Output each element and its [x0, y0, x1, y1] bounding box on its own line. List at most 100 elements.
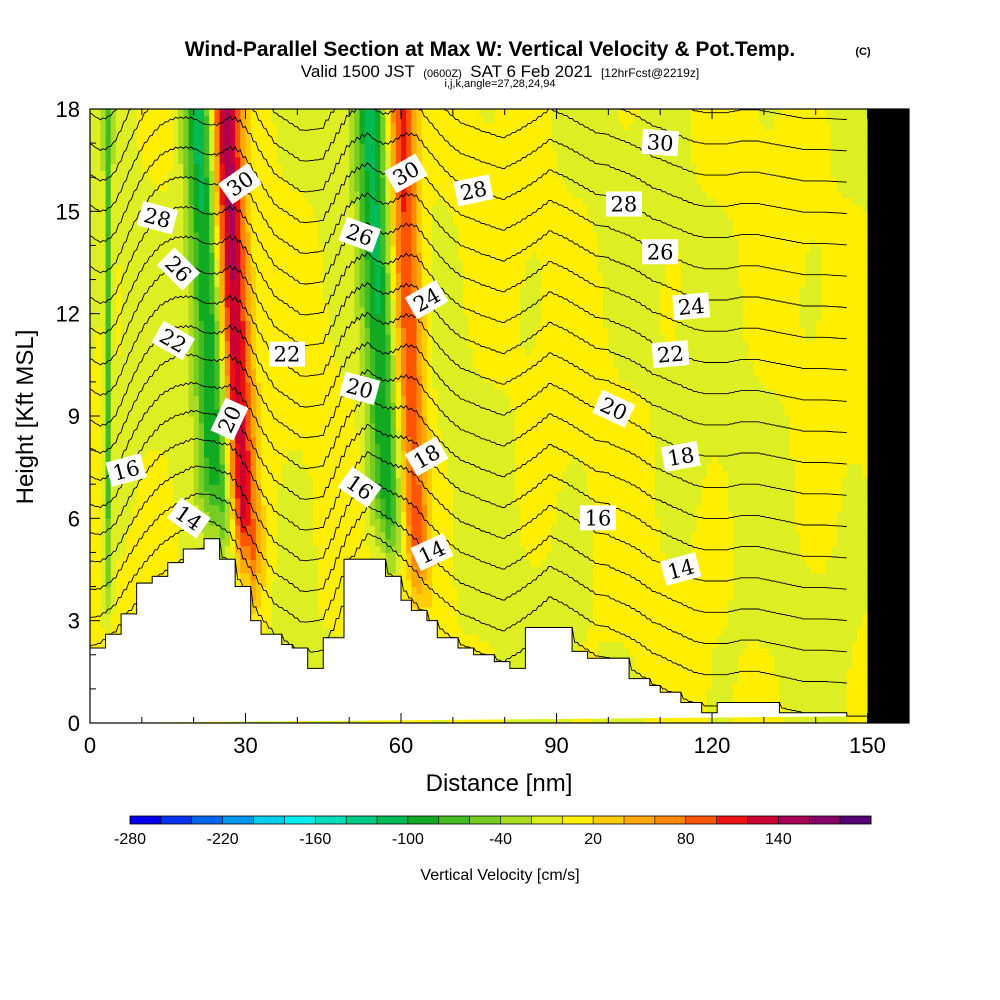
velocity-cell	[121, 552, 179, 560]
velocity-cell	[867, 716, 909, 723]
velocity-cell	[820, 300, 869, 308]
velocity-cell	[255, 313, 330, 322]
velocity-cell	[401, 470, 407, 478]
velocity-cell	[354, 143, 361, 151]
velocity-cell	[250, 279, 257, 287]
velocity-cell	[416, 402, 423, 410]
velocity-cell	[385, 190, 392, 199]
velocity-cell	[592, 552, 666, 560]
velocity-cell	[867, 129, 909, 137]
velocity-cell	[385, 375, 392, 383]
velocity-cell	[105, 470, 112, 478]
contour-label-box	[151, 320, 196, 361]
velocity-cell	[110, 306, 117, 315]
velocity-cell	[401, 340, 407, 349]
velocity-cell	[235, 504, 241, 513]
velocity-cell	[458, 600, 594, 608]
velocity-cell	[188, 347, 195, 356]
velocity-cell	[105, 497, 112, 506]
velocity-cell	[364, 518, 371, 526]
velocity-cell	[105, 579, 112, 588]
velocity-cell	[209, 518, 226, 526]
velocity-cell	[732, 545, 801, 554]
velocity-cell	[359, 272, 366, 281]
velocity-cell	[426, 375, 433, 383]
velocity-cell	[193, 293, 200, 301]
velocity-cell	[385, 286, 392, 294]
velocity-cell	[395, 422, 402, 431]
velocity-cell	[442, 450, 516, 458]
velocity-cell	[831, 149, 869, 158]
velocity-cell	[452, 572, 594, 581]
velocity-cell	[250, 340, 257, 349]
velocity-cell	[224, 375, 231, 383]
velocity-cell	[271, 613, 324, 622]
velocity-cell	[722, 204, 863, 212]
velocity-cell	[867, 286, 909, 294]
velocity-cell	[224, 231, 231, 240]
velocity-cell	[229, 395, 236, 403]
velocity-cell	[90, 409, 101, 417]
velocity-cell	[416, 395, 423, 403]
velocity-cell	[836, 511, 869, 519]
velocity-cell	[815, 320, 869, 328]
velocity-cell	[691, 538, 734, 547]
isentrope-line	[90, 264, 847, 402]
velocity-cell	[105, 334, 112, 342]
velocity-cell	[318, 224, 355, 233]
velocity-cell	[219, 450, 226, 458]
velocity-cell	[105, 347, 112, 356]
velocity-cell	[354, 136, 361, 144]
velocity-cell	[841, 477, 869, 485]
velocity-cell	[390, 545, 402, 554]
isentrope-line	[90, 109, 847, 183]
velocity-cell	[385, 327, 392, 335]
velocity-cell	[369, 286, 376, 294]
velocity-cell	[110, 531, 127, 540]
velocity-cell	[250, 586, 257, 594]
velocity-cell	[224, 306, 231, 315]
velocity-cell	[240, 327, 247, 335]
velocity-cell	[105, 450, 112, 458]
velocity-cell	[432, 381, 495, 390]
velocity-cell	[380, 470, 392, 478]
velocity-cell	[432, 566, 454, 574]
velocity-cell	[250, 361, 257, 369]
velocity-cell	[395, 416, 402, 424]
y-tick-label: 15	[56, 199, 80, 224]
velocity-cell	[380, 293, 387, 301]
velocity-cell	[763, 122, 775, 131]
velocity-cell	[520, 327, 537, 335]
velocity-cell	[463, 272, 527, 281]
velocity-cell	[250, 122, 278, 131]
colorbar-swatch	[593, 816, 625, 824]
velocity-cell	[224, 545, 231, 554]
velocity-cell	[691, 143, 832, 151]
velocity-cell	[406, 463, 412, 472]
velocity-cell	[680, 286, 744, 294]
velocity-cell	[369, 190, 376, 199]
velocity-cell	[375, 463, 381, 472]
velocity-cell	[841, 497, 869, 506]
velocity-cell	[105, 259, 112, 267]
velocity-cell	[784, 409, 869, 417]
velocity-cell	[841, 484, 869, 492]
velocity-cell	[240, 375, 247, 383]
velocity-cell	[250, 286, 257, 294]
velocity-cell	[395, 340, 402, 349]
velocity-cell	[416, 122, 423, 131]
velocity-cell	[193, 272, 200, 281]
velocity-cell	[261, 484, 278, 492]
velocity-cell	[380, 491, 392, 499]
colorbar-tick-label: -100	[392, 831, 424, 848]
velocity-cell	[846, 688, 869, 697]
velocity-cell	[354, 409, 366, 417]
velocity-cell	[245, 381, 252, 390]
velocity-cell	[846, 463, 863, 472]
velocity-cell	[800, 313, 822, 322]
velocity-cell	[846, 470, 863, 478]
velocity-cell	[395, 361, 402, 369]
velocity-cell	[385, 388, 392, 397]
velocity-cell	[727, 607, 869, 615]
velocity-cell	[442, 436, 516, 444]
